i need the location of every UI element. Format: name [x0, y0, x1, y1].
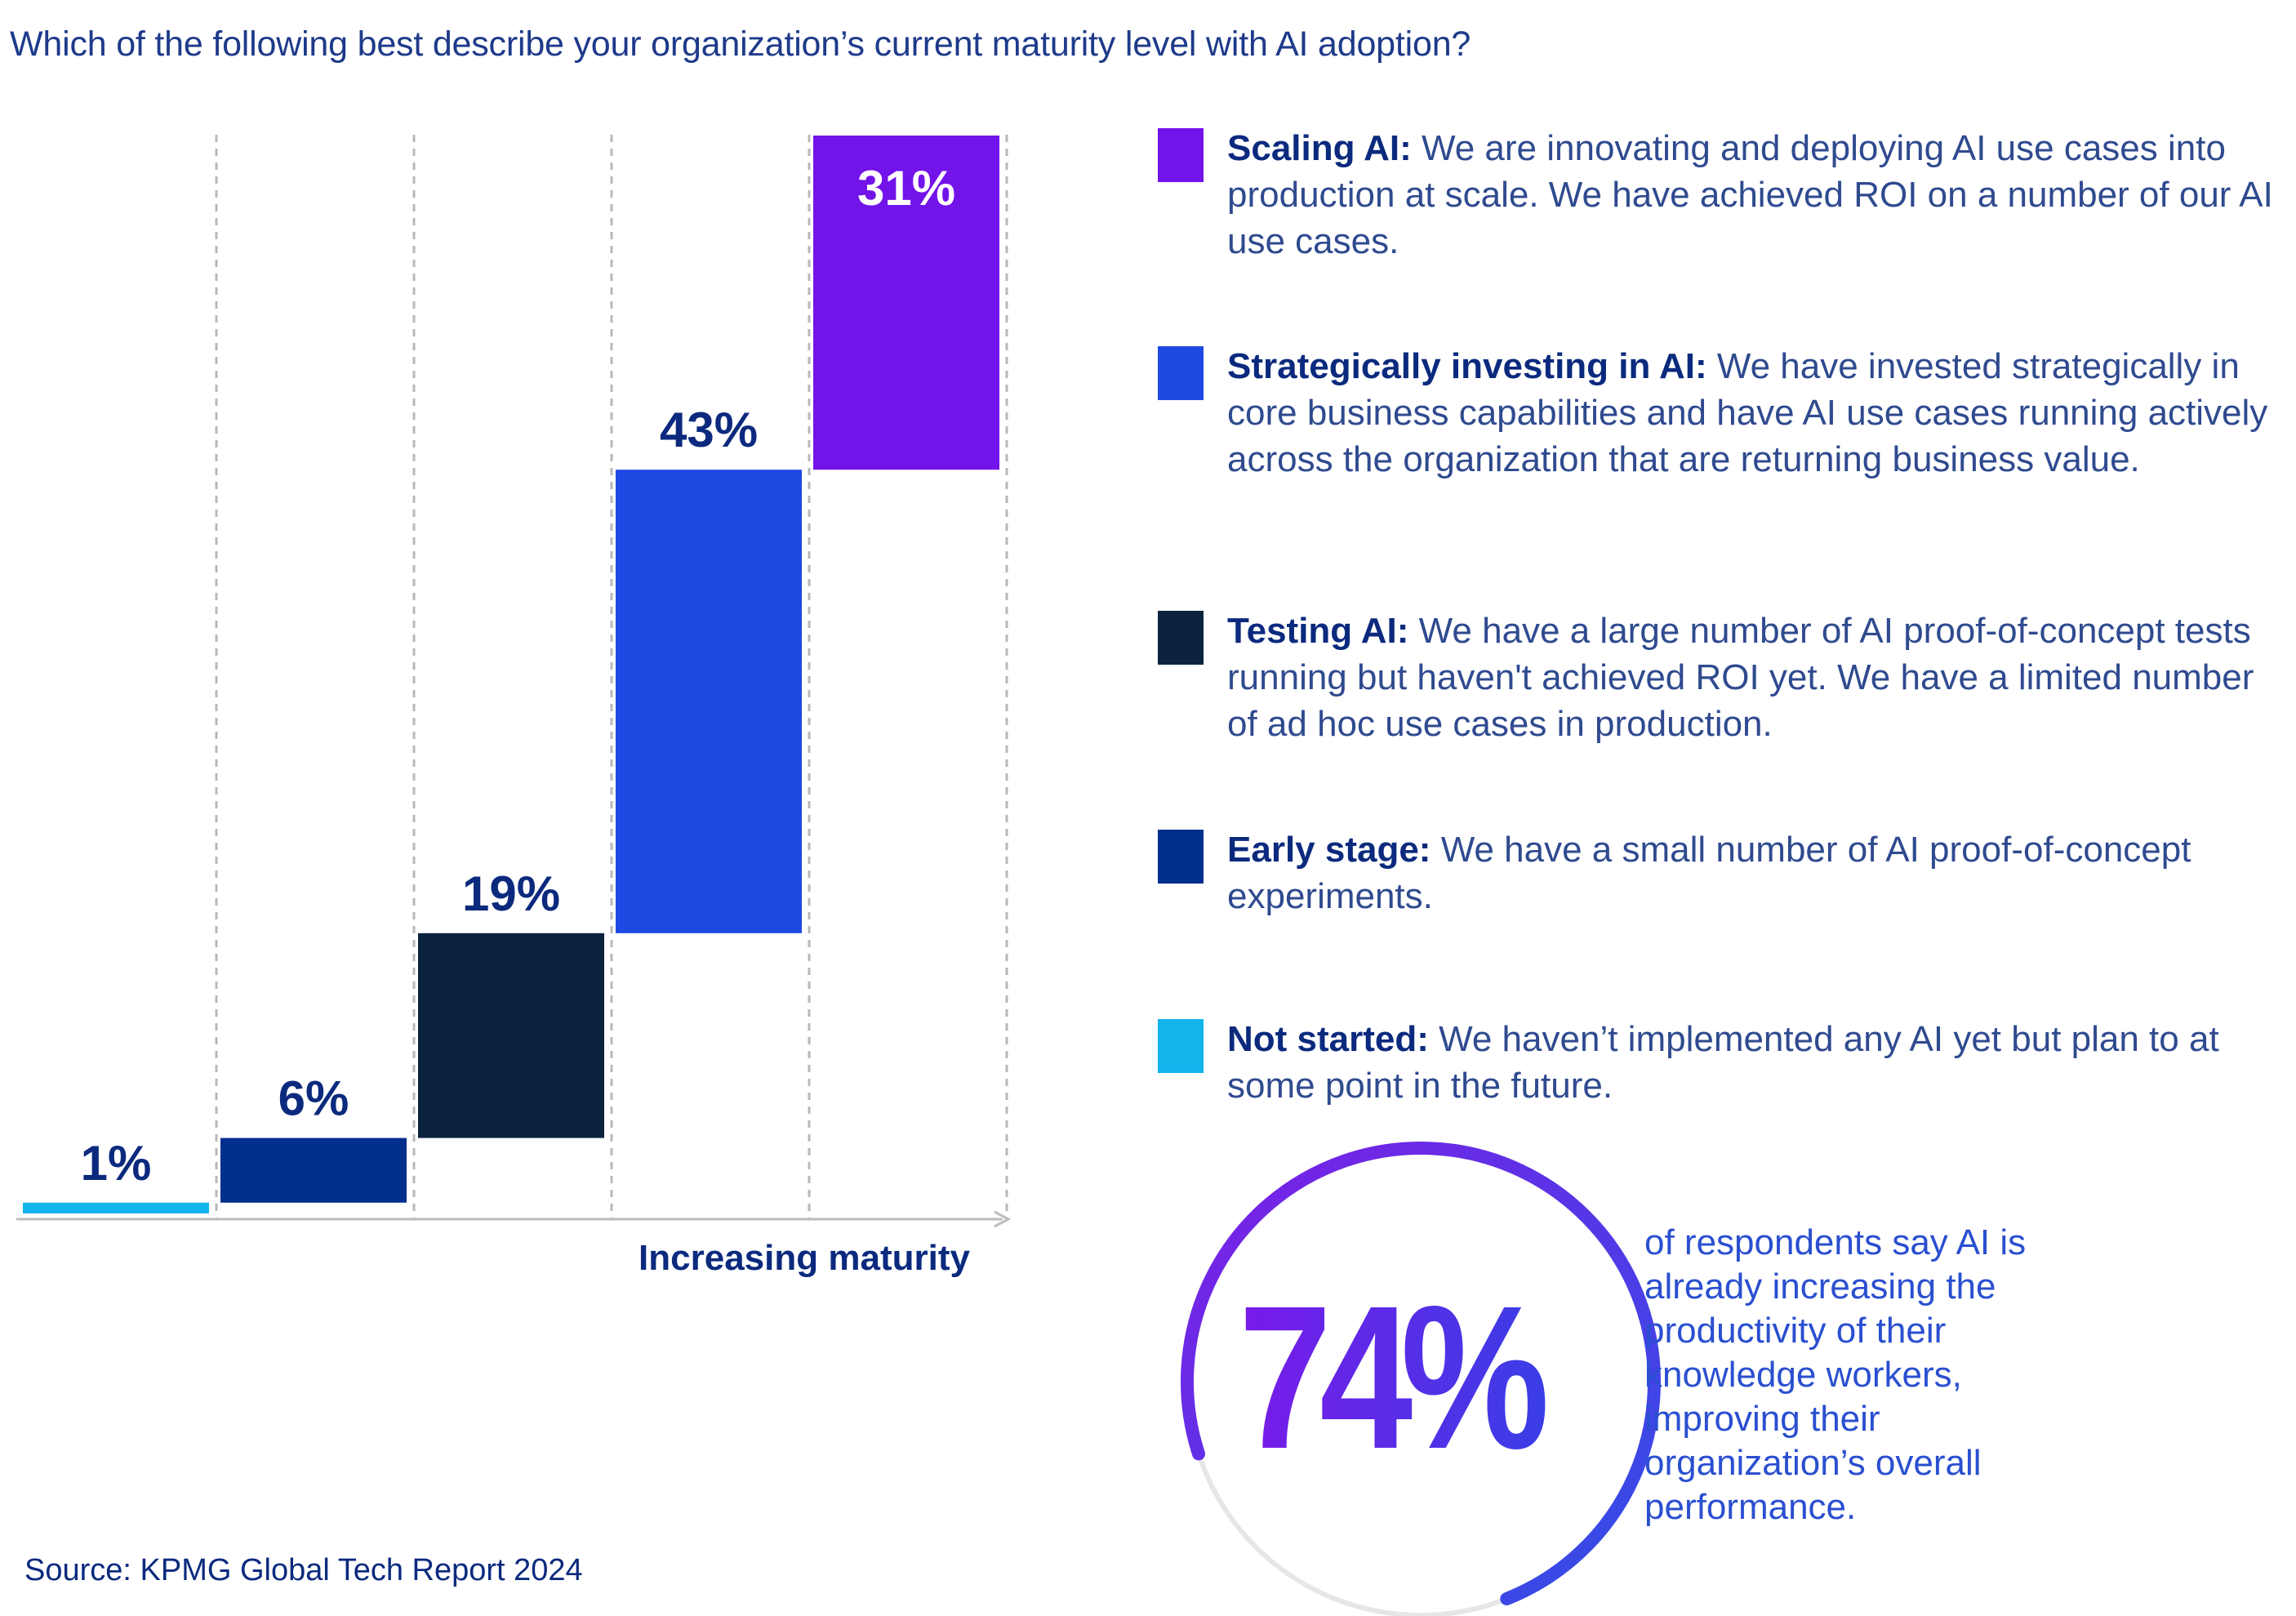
x-axis-arrow-icon — [994, 1210, 1012, 1228]
bar-early-stage — [220, 1137, 407, 1203]
stat-description: of respondents say AI is already increas… — [1644, 1222, 2027, 1527]
stat-ring-progress — [1181, 1142, 1661, 1605]
legend-description: We have invested strategically in core b… — [1227, 346, 2268, 479]
legend-swatch — [1158, 1019, 1204, 1073]
x-axis-label: Increasing maturity — [639, 1238, 970, 1278]
bar-value-label: 31% — [857, 161, 955, 216]
legend-description: We have a large number of AI proof-of-co… — [1227, 611, 2254, 744]
chart-title: Which of the following best describe you… — [10, 24, 1471, 64]
legend-item-strategically-investing: Strategically investing in AI: We have i… — [1158, 343, 2285, 483]
bar-strategically-investing-in-ai — [616, 470, 802, 933]
legend-swatch — [1158, 346, 1204, 400]
bar-not-started — [23, 1202, 209, 1213]
legend-description: We haven’t implemented any AI yet but pl… — [1227, 1019, 2219, 1106]
bar-value-label: 6% — [278, 1071, 349, 1126]
legend-description: We have a small number of AI proof-of-co… — [1227, 830, 2191, 916]
bar-scaling-ai — [813, 136, 999, 470]
legend-item-early-stage: Early stage: We have a small number of A… — [1158, 826, 2285, 919]
legend-term: Testing AI: — [1227, 611, 1409, 651]
legend-item-testing-ai: Testing AI: We have a large number of AI… — [1158, 608, 2285, 747]
bar-testing-ai — [418, 933, 604, 1138]
legend-description: We are innovating and deploying AI use c… — [1227, 128, 2273, 261]
legend-swatch — [1158, 611, 1204, 665]
legend-term: Scaling AI: — [1227, 128, 1412, 168]
legend-term: Early stage: — [1227, 830, 1431, 870]
legend-term: Not started: — [1227, 1019, 1429, 1059]
bar-value-label: 43% — [660, 403, 758, 457]
source-note: Source: KPMG Global Tech Report 2024 — [24, 1553, 583, 1587]
bar-value-label: 1% — [81, 1136, 152, 1191]
legend-item-scaling-ai: Scaling AI: We are innovating and deploy… — [1158, 125, 2285, 265]
legend-swatch — [1158, 830, 1204, 884]
bar-value-label: 19% — [462, 866, 560, 921]
legend-term: Strategically investing in AI: — [1227, 346, 1707, 386]
stat-value: 74% — [1239, 1264, 1546, 1492]
legend-swatch — [1158, 128, 1204, 182]
legend-item-not-started: Not started: We haven’t implemented any … — [1158, 1016, 2285, 1109]
